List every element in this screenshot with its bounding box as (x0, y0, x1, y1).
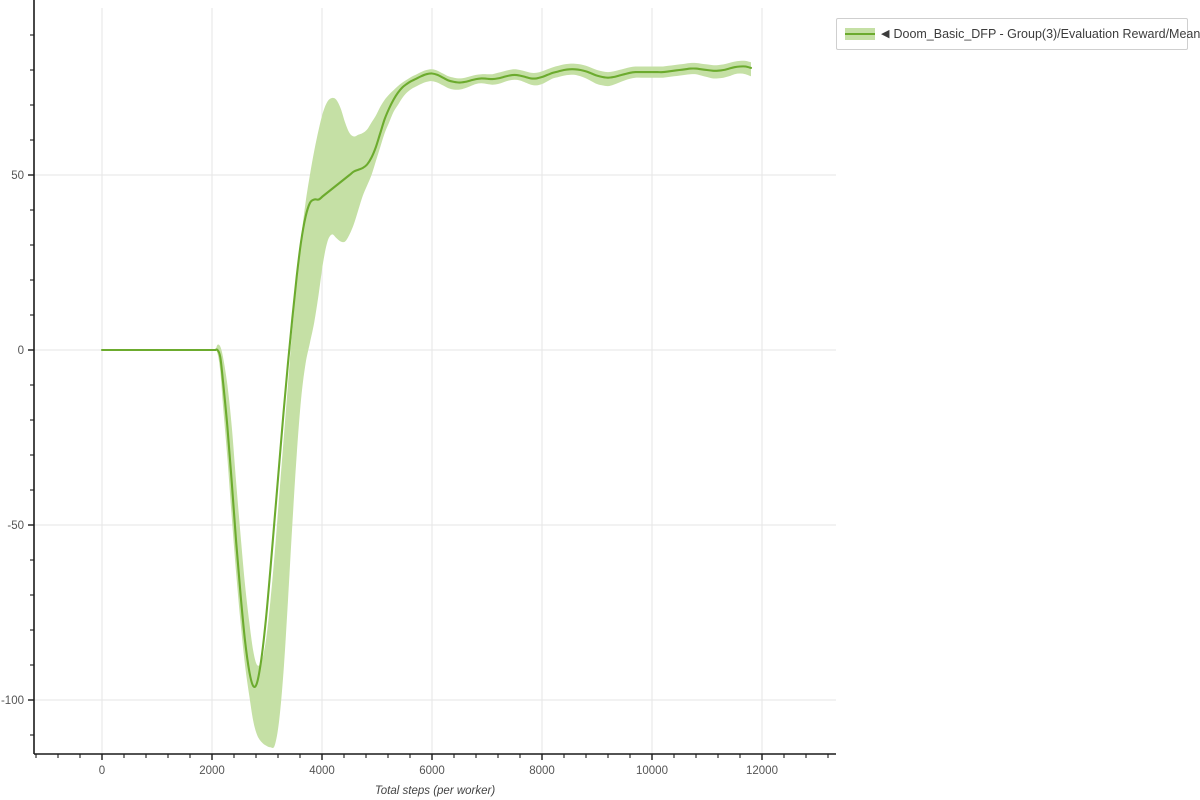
x-tick-label: 4000 (309, 765, 335, 777)
x-axis-title: Total steps (per worker) (375, 785, 496, 797)
x-axis-ticks: 0 2000 4000 6000 8000 10000 12000 (35, 754, 829, 777)
y-tick-label: -100 (1, 695, 24, 707)
x-tick-label: 2000 (199, 765, 225, 777)
y-tick-label: 50 (11, 170, 24, 182)
y-tick-label: 0 (18, 345, 24, 357)
legend-item-label: Doom_Basic_DFP - Group(3)/Evaluation Rew… (893, 26, 1200, 41)
x-tick-label: 12000 (746, 765, 778, 777)
legend-item[interactable]: ◀ Doom_Basic_DFP - Group(3)/Evaluation R… (845, 27, 1200, 41)
x-tick-label: 6000 (419, 765, 445, 777)
confidence-band (102, 60, 751, 749)
legend-color-swatch (845, 27, 875, 41)
mean-line (100, 65, 753, 688)
y-axis-ticks: 50 0 -50 -100 (1, 34, 34, 736)
grid-lines (34, 8, 836, 754)
axis-spines (33, 0, 836, 755)
x-tick-label: 0 (99, 765, 105, 777)
legend-left-triangle-icon: ◀ (881, 27, 890, 40)
x-tick-label: 8000 (529, 765, 555, 777)
y-tick-label: -50 (7, 520, 24, 532)
legend-line-swatch (845, 33, 875, 35)
x-tick-label: 10000 (636, 765, 668, 777)
chart-legend[interactable]: ◀ Doom_Basic_DFP - Group(3)/Evaluation R… (836, 18, 1200, 50)
